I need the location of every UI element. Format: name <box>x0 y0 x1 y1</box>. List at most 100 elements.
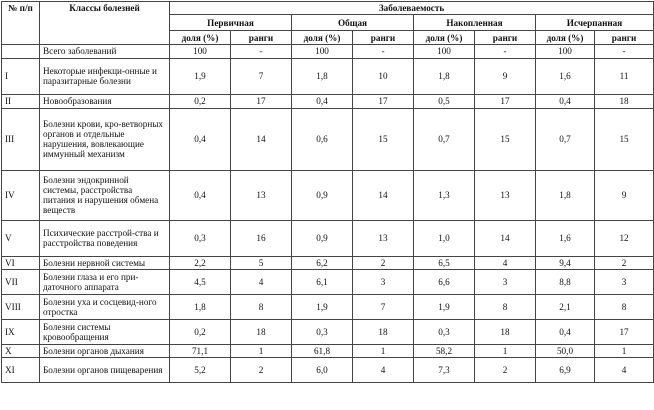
disease-class-name-cell: Болезни уха и сосцевид-ного отростка <box>39 293 170 320</box>
rank-cell: - <box>474 44 536 59</box>
rank-cell: 2 <box>593 255 654 270</box>
col-header-classes: Классы болезней <box>39 0 170 46</box>
disease-class-name-cell: Болезни органов дыхания <box>39 343 170 359</box>
class-number-cell: XI <box>1 357 40 384</box>
rank-cell: 14 <box>230 107 292 171</box>
share-cell: 0,7 <box>413 107 475 171</box>
table-row: IX Болезни системы кровообращения 0,2 18 0,3… <box>1 318 654 345</box>
group-header-exhausted: Исчерпанная <box>534 14 654 32</box>
share-cell: 1,8 <box>535 169 595 221</box>
rank-cell: 11 <box>593 57 654 95</box>
disease-class-name-cell: Болезни органов пищеварения <box>39 357 170 384</box>
share-cell: 1,9 <box>169 57 231 95</box>
rank-cell: 1 <box>352 343 414 359</box>
share-cell: 1,6 <box>535 219 595 257</box>
table-row: I Некоторые инфекци-онные и паразитарные … <box>1 57 654 95</box>
table-row: II Новообразования 0,2 17 0,4 17 0,5 17 0,4 18 <box>1 93 654 109</box>
disease-class-name-cell: Болезни нервной системы <box>39 255 170 270</box>
table-row: XI Болезни органов пищеварения 5,2 2 6,0 4 7,3… <box>1 357 654 384</box>
rank-cell: 8 <box>230 293 292 320</box>
share-cell: 0,3 <box>413 318 475 345</box>
share-cell: 50,0 <box>535 343 595 359</box>
share-cell: 0,2 <box>169 318 231 345</box>
class-number-cell: X <box>1 343 40 359</box>
rank-cell: 1 <box>474 343 536 359</box>
share-cell: 0,7 <box>535 107 595 171</box>
group-header-general: Общая <box>291 14 414 32</box>
disease-class-name-cell: Психические расстрой-ства и расстройства… <box>39 219 170 257</box>
share-cell: 1,6 <box>535 57 595 95</box>
rank-cell: 16 <box>230 219 292 257</box>
subheader-rank: ранги <box>230 30 292 46</box>
share-cell: 0,9 <box>291 219 353 257</box>
table-row: III Болезни крови, кро-ветворных органов … <box>1 107 654 171</box>
rank-cell: 15 <box>593 107 654 171</box>
rank-cell: 17 <box>352 93 414 109</box>
rank-cell: 13 <box>352 219 414 257</box>
share-cell: 61,8 <box>291 343 353 359</box>
subheader-rank: ранги <box>474 30 536 46</box>
disease-class-name-cell: Болезни системы кровообращения <box>39 318 170 345</box>
rank-cell: 18 <box>230 318 292 345</box>
share-cell: 7,3 <box>413 357 475 384</box>
class-number-cell: I <box>1 57 40 95</box>
rank-cell: 13 <box>230 169 292 221</box>
share-cell: 9,4 <box>535 255 595 270</box>
share-cell: 2,1 <box>535 293 595 320</box>
rank-cell: 8 <box>593 293 654 320</box>
header-row-3: доля (%) ранги доля (%) ранги доля (%) р… <box>2 30 654 46</box>
share-cell: 1,8 <box>169 293 231 320</box>
subheader-share: доля (%) <box>535 30 595 46</box>
share-cell: 6,1 <box>291 268 353 295</box>
share-cell: 1,3 <box>413 169 475 221</box>
share-cell: 0,4 <box>169 169 231 221</box>
rank-cell: 2 <box>474 357 536 384</box>
share-cell: 4,5 <box>169 268 231 295</box>
share-cell: 8,8 <box>535 268 595 295</box>
rank-cell: 5 <box>230 255 292 270</box>
table-row: V Психические расстрой-ства и расстройств… <box>1 219 654 257</box>
rank-cell: 14 <box>474 219 536 257</box>
disease-class-name-cell: Новообразования <box>39 93 170 109</box>
disease-class-name-cell: Болезни крови, кро-ветворных органов и о… <box>39 107 170 171</box>
rank-cell: 13 <box>474 169 536 221</box>
col-header-number: № п/п <box>1 0 40 46</box>
subheader-share: доля (%) <box>291 30 353 46</box>
class-number-cell: II <box>1 93 40 109</box>
share-cell: 1,8 <box>413 57 475 95</box>
rank-cell: 10 <box>352 57 414 95</box>
group-header-primary: Первичная <box>169 14 292 32</box>
rank-cell: 3 <box>474 268 536 295</box>
share-cell: 100 <box>413 44 475 59</box>
rank-cell: 14 <box>352 169 414 221</box>
rank-cell: 18 <box>593 93 654 109</box>
share-cell: 0,4 <box>169 107 231 171</box>
share-cell: 0,4 <box>535 318 595 345</box>
disease-class-name-cell: Некоторые инфекци-онные и паразитарные б… <box>39 57 170 95</box>
rank-cell: 2 <box>352 255 414 270</box>
subheader-rank: ранги <box>352 30 414 46</box>
share-cell: 58,2 <box>413 343 475 359</box>
rank-cell: 17 <box>230 93 292 109</box>
table-row: IV Болезни эндокринной системы, расстройс… <box>1 169 654 221</box>
share-cell: 0,3 <box>291 318 353 345</box>
share-cell: 0,4 <box>291 93 353 109</box>
share-cell: 2,2 <box>169 255 231 270</box>
table-body: Всего заболеваний 100-100-100-100- I Некото… <box>1 44 654 384</box>
rank-cell: 8 <box>474 293 536 320</box>
group-header-accumulated: Накопленная <box>413 14 536 32</box>
share-cell: 1,9 <box>413 293 475 320</box>
rank-cell: - <box>352 44 414 59</box>
class-number-cell: IV <box>1 169 40 221</box>
rank-cell: 7 <box>352 293 414 320</box>
rank-cell: 2 <box>230 357 292 384</box>
rank-cell: 4 <box>593 357 654 384</box>
share-cell: 0,2 <box>169 93 231 109</box>
share-cell: 100 <box>535 44 595 59</box>
rank-cell: 3 <box>352 268 414 295</box>
header-row-2: Первичная Общая Накопленная Исчерпанная <box>2 14 654 32</box>
morbidity-table: № п/п Классы болезней Заболеваемость Пер… <box>1 0 654 384</box>
rank-cell: 9 <box>474 57 536 95</box>
rank-cell: - <box>593 44 654 59</box>
class-number-cell <box>1 44 40 59</box>
